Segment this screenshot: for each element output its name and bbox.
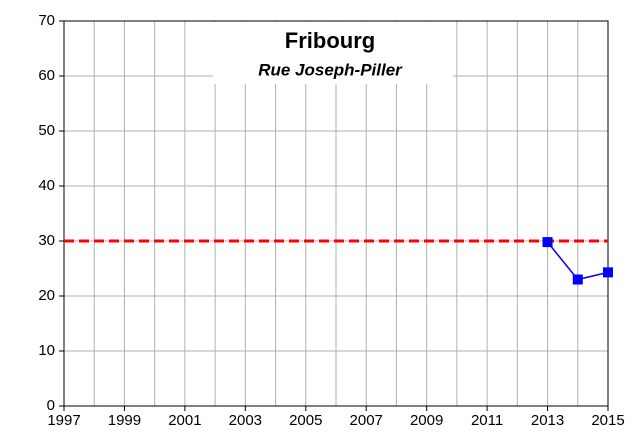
y-tick-label: 0 xyxy=(47,397,55,414)
x-tick-label: 2011 xyxy=(471,412,503,429)
data-point xyxy=(542,237,553,248)
x-tick-label: 2007 xyxy=(350,412,383,429)
y-tick-label: 70 xyxy=(38,12,55,29)
x-tick-label: 2015 xyxy=(591,412,624,429)
y-tick-label: 50 xyxy=(38,122,55,139)
y-tick-label: 60 xyxy=(38,67,55,84)
x-tick-label: 1997 xyxy=(47,412,80,429)
y-tick-label: 40 xyxy=(38,177,55,194)
x-tick-label: 2005 xyxy=(289,412,322,429)
x-tick-label: 2009 xyxy=(410,412,443,429)
title-box xyxy=(213,22,453,84)
y-tick-label: 20 xyxy=(38,287,55,304)
x-tick-label: 2013 xyxy=(531,412,564,429)
x-tick-label: 2001 xyxy=(168,412,201,429)
chart-subtitle: Rue Joseph-Piller xyxy=(258,60,403,79)
data-point xyxy=(572,274,583,285)
chart-title: Fribourg xyxy=(285,28,375,53)
x-tick-label: 1999 xyxy=(108,412,141,429)
plot-frame xyxy=(63,20,609,407)
y-tick-label: 30 xyxy=(38,232,55,249)
x-tick-label: 2003 xyxy=(229,412,262,429)
data-point xyxy=(603,267,613,278)
y-tick-label: 10 xyxy=(38,342,55,359)
